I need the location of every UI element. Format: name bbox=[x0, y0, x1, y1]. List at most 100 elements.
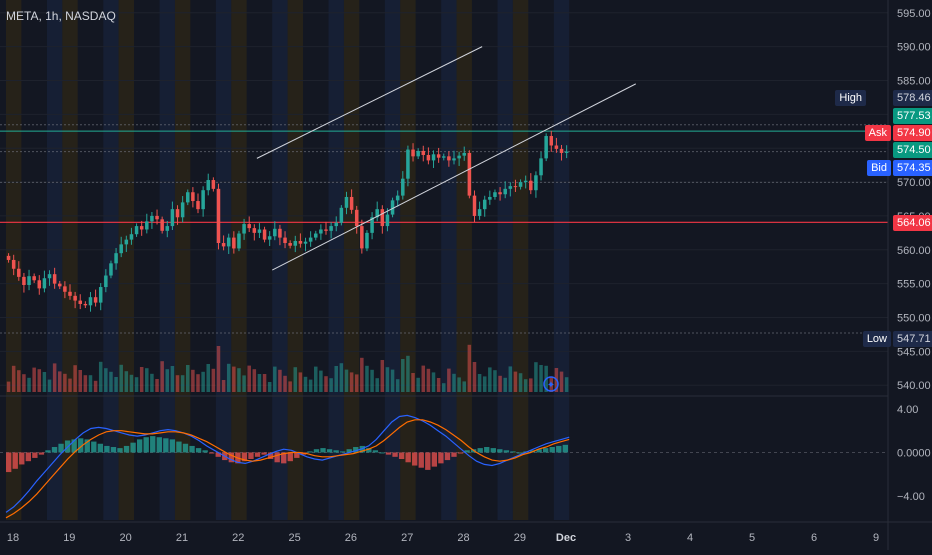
volume-bar bbox=[293, 367, 298, 392]
high-price-tag: 578.46 bbox=[893, 90, 932, 106]
volume-bar bbox=[354, 374, 359, 392]
volume-bar bbox=[283, 375, 287, 392]
volume-bar bbox=[242, 375, 246, 392]
candle-body bbox=[549, 136, 554, 146]
volume-bar bbox=[119, 364, 123, 392]
candle-body bbox=[180, 202, 185, 218]
volume-bar bbox=[370, 369, 374, 392]
macd-hist-bar bbox=[71, 439, 77, 453]
macd-hist-bar bbox=[294, 452, 300, 458]
time-tick-label: 20 bbox=[120, 532, 132, 544]
macd-hist-bar bbox=[156, 437, 162, 453]
trend-channel[interactable] bbox=[256, 46, 636, 271]
volume-bar bbox=[145, 368, 149, 392]
volume-bar bbox=[390, 369, 395, 392]
volume-bar bbox=[498, 375, 502, 392]
candle-body bbox=[252, 228, 257, 233]
candle-body bbox=[98, 287, 103, 303]
candle-body bbox=[273, 228, 277, 237]
candle-body bbox=[457, 155, 461, 159]
volume-bar bbox=[63, 373, 67, 392]
volume-bar bbox=[191, 369, 195, 392]
macd-hist-bar bbox=[261, 452, 267, 455]
candle-body bbox=[267, 236, 272, 240]
macd-hist-bar bbox=[392, 452, 398, 457]
candle-body bbox=[78, 300, 82, 304]
candle-body bbox=[452, 158, 456, 161]
volume-bar bbox=[88, 375, 93, 392]
macd-hist-bar bbox=[267, 452, 274, 459]
candle-body bbox=[119, 244, 123, 254]
macd-hist-bar bbox=[254, 452, 261, 457]
macd-hist-bar bbox=[150, 436, 156, 453]
premarket-shade bbox=[287, 0, 303, 520]
macd-hist-bar bbox=[372, 450, 379, 453]
candle-body bbox=[488, 196, 492, 200]
volume-bar bbox=[170, 366, 175, 392]
macd-hist-bar bbox=[45, 450, 51, 453]
candle-body bbox=[293, 240, 298, 246]
volume-bar bbox=[344, 369, 349, 392]
macd-hist-bar bbox=[91, 441, 97, 453]
candle-body bbox=[513, 186, 518, 188]
volume-bar bbox=[518, 373, 523, 392]
postmarket-shade bbox=[215, 0, 232, 520]
volume-bar bbox=[175, 375, 180, 392]
macd-hist-bar bbox=[353, 447, 359, 453]
macd-hist-bar bbox=[130, 442, 136, 453]
volume-bar bbox=[349, 372, 354, 392]
candle-body bbox=[544, 136, 548, 159]
macd-hist-bar bbox=[398, 452, 405, 459]
volume-bar bbox=[237, 368, 241, 392]
candle-body bbox=[150, 215, 154, 222]
candle-body bbox=[63, 286, 67, 292]
volume-bar bbox=[196, 374, 200, 392]
volume-bar bbox=[303, 376, 308, 392]
time-tick-label: 3 bbox=[625, 532, 631, 544]
candle-body bbox=[370, 217, 374, 233]
volume-bar bbox=[406, 355, 410, 392]
premarket-shade bbox=[343, 0, 360, 520]
volume-bar bbox=[534, 362, 538, 392]
candle-body bbox=[380, 209, 385, 227]
time-tick-label: 4 bbox=[687, 532, 693, 544]
time-tick-label: 27 bbox=[401, 532, 413, 544]
volume-bar bbox=[467, 344, 472, 392]
volume-bar bbox=[134, 377, 139, 392]
macd-hist-bar bbox=[346, 449, 352, 453]
volume-bar bbox=[47, 379, 52, 392]
postmarket-shade bbox=[272, 0, 288, 520]
macd-hist-bar bbox=[78, 438, 84, 453]
volume-bar bbox=[477, 374, 482, 392]
macd-hist-bar bbox=[366, 448, 372, 453]
chart-reset-button[interactable]: ✦ bbox=[543, 376, 559, 392]
volume-bar bbox=[150, 373, 154, 392]
macd-hist-bar bbox=[58, 443, 64, 453]
volume-bars bbox=[6, 344, 569, 392]
volume-bar bbox=[32, 367, 36, 392]
chart-title: META, 1h, NASDAQ bbox=[6, 9, 116, 23]
candle-body bbox=[303, 241, 308, 244]
volume-bar bbox=[380, 360, 385, 392]
candle-body bbox=[298, 240, 303, 244]
candle-body bbox=[257, 229, 262, 233]
candle-body bbox=[201, 190, 205, 210]
candle-body bbox=[314, 233, 318, 238]
channel-line bbox=[272, 83, 636, 271]
candle-body bbox=[564, 151, 569, 153]
volume-bar bbox=[334, 366, 338, 392]
candle-body bbox=[390, 200, 395, 215]
time-tick-label: 21 bbox=[176, 532, 188, 544]
candle-body bbox=[11, 259, 16, 269]
candle-body bbox=[211, 180, 216, 189]
macd-hist-bar bbox=[176, 441, 182, 453]
candle-body bbox=[467, 152, 472, 196]
macd-hist-bar bbox=[431, 452, 438, 467]
macd-hist-bar bbox=[313, 449, 320, 453]
volume-bar bbox=[247, 365, 251, 392]
volume-bar bbox=[216, 346, 221, 392]
volume-bar bbox=[58, 371, 62, 392]
candle-body bbox=[129, 234, 134, 240]
